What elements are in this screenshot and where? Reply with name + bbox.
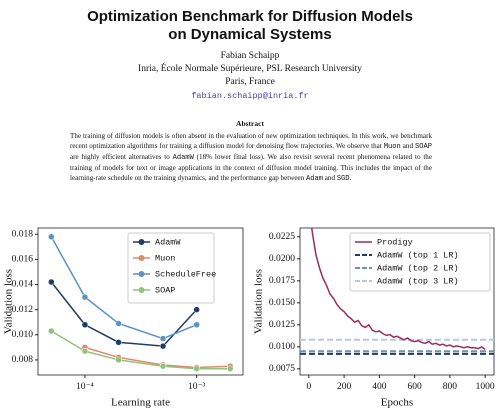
abstract-text: The training of diffusion models is ofte… bbox=[70, 132, 432, 150]
y-tick-label: 0.012 bbox=[12, 305, 34, 315]
title-line: on Dynamical Systems bbox=[168, 26, 332, 43]
y-tick-label: 0.0100 bbox=[269, 342, 295, 352]
abstract-text: . bbox=[349, 173, 352, 182]
legend-label: SOAP bbox=[155, 285, 175, 295]
data-point bbox=[159, 362, 167, 370]
abstract-body: The training of diffusion models is ofte… bbox=[70, 132, 432, 185]
y-axis-label: Validation loss bbox=[253, 269, 265, 334]
y-tick-label: 0.014 bbox=[12, 280, 34, 290]
legend-label: ScheduleFree bbox=[155, 269, 216, 279]
abstract-text: Adam bbox=[305, 174, 323, 183]
data-point bbox=[81, 293, 89, 301]
data-point bbox=[115, 339, 122, 346]
data-point bbox=[193, 306, 200, 313]
affiliation: Inria, École Normale Supérieure, PSL Res… bbox=[138, 64, 362, 74]
data-point bbox=[193, 365, 200, 372]
abstract-text: SOAP bbox=[414, 142, 432, 151]
data-point bbox=[115, 356, 122, 364]
abstract-text: are highly efficient alternatives to bbox=[70, 152, 173, 161]
y-tick-label: 0.0150 bbox=[269, 298, 295, 308]
x-tick-label: 800 bbox=[443, 382, 458, 392]
location: Paris, France bbox=[225, 77, 275, 87]
legend-marker bbox=[138, 287, 145, 293]
y-tick-label: 0.008 bbox=[12, 355, 34, 365]
data-point bbox=[159, 342, 167, 350]
abstract-text: and bbox=[323, 173, 337, 182]
abstract-text: and bbox=[400, 141, 415, 150]
abstract-text: SGD bbox=[336, 174, 350, 183]
series-line bbox=[50, 330, 231, 370]
legend-marker bbox=[138, 239, 145, 245]
data-point bbox=[48, 327, 55, 335]
data-point bbox=[48, 233, 55, 241]
data-point bbox=[81, 321, 89, 328]
y-tick-label: 0.0125 bbox=[269, 320, 295, 330]
x-tick-label: 10⁻³ bbox=[188, 382, 206, 392]
legend-label: AdamW (top 1 LR) bbox=[377, 250, 459, 260]
y-tick-label: 0.010 bbox=[12, 330, 34, 340]
plot-area bbox=[300, 228, 494, 355]
title-line: Optimization Benchmark for Diffusion Mod… bbox=[87, 8, 413, 25]
legend-marker bbox=[138, 271, 145, 277]
y-tick-label: 0.0200 bbox=[269, 254, 295, 264]
plot-area bbox=[48, 233, 234, 372]
abstract-text: Muon bbox=[383, 142, 401, 151]
data-point bbox=[48, 278, 55, 286]
email[interactable]: fabian.schaipp@inria.fr bbox=[191, 91, 309, 101]
x-tick-label: 200 bbox=[337, 382, 352, 392]
x-axis-label: Learning rate bbox=[111, 397, 170, 409]
y-tick-label: 0.0225 bbox=[269, 232, 295, 242]
legend-label: AdamW bbox=[155, 237, 181, 247]
plot-frame bbox=[37, 227, 244, 376]
data-point bbox=[193, 321, 200, 328]
plot-frame bbox=[299, 227, 495, 376]
legend-label: Muon bbox=[155, 253, 175, 263]
legend-marker bbox=[138, 255, 145, 261]
author: Fabian Schaipp bbox=[220, 51, 280, 61]
y-tick-label: 0.016 bbox=[12, 255, 34, 265]
chart: 0.0075 0.0100 0.0125 0.0150 0.0175 0.0200 0.02… bbox=[253, 227, 495, 409]
data-point bbox=[115, 320, 122, 327]
y-tick-label: 0.0075 bbox=[269, 364, 295, 374]
y-axis-label: Validation loss bbox=[3, 269, 15, 334]
legend-label: Prodigy bbox=[377, 237, 413, 247]
abstract-text: (18% lower final loss). We also revisit … bbox=[70, 152, 432, 182]
x-tick-label: 10⁻⁴ bbox=[76, 382, 95, 392]
legend-label: AdamW (top 2 LR) bbox=[377, 263, 459, 273]
y-tick-label: 0.018 bbox=[12, 229, 34, 239]
paper-title: Optimization Benchmark for Diffusion Mod… bbox=[0, 8, 500, 44]
x-tick-label: 600 bbox=[408, 382, 423, 392]
legend-label: AdamW (top 3 LR) bbox=[377, 276, 459, 286]
abstract-text: AdamW bbox=[172, 153, 194, 162]
legend-box bbox=[127, 232, 215, 304]
chart: 0.008 0.010 0.012 0.014 0.016 0.018 10⁻⁴ 10⁻³ Le… bbox=[3, 227, 244, 409]
legend-box bbox=[349, 232, 491, 292]
series-line bbox=[311, 228, 486, 351]
y-tick-label: 0.0175 bbox=[269, 276, 295, 286]
data-point bbox=[81, 347, 89, 355]
x-axis-label: Epochs bbox=[381, 397, 413, 409]
x-tick-label: 400 bbox=[372, 382, 387, 392]
data-point bbox=[159, 335, 167, 342]
abstract-heading: Abstract bbox=[236, 119, 264, 128]
x-tick-label: 1000 bbox=[476, 382, 495, 392]
data-point bbox=[227, 365, 234, 372]
x-tick-label: 0 bbox=[306, 382, 311, 392]
